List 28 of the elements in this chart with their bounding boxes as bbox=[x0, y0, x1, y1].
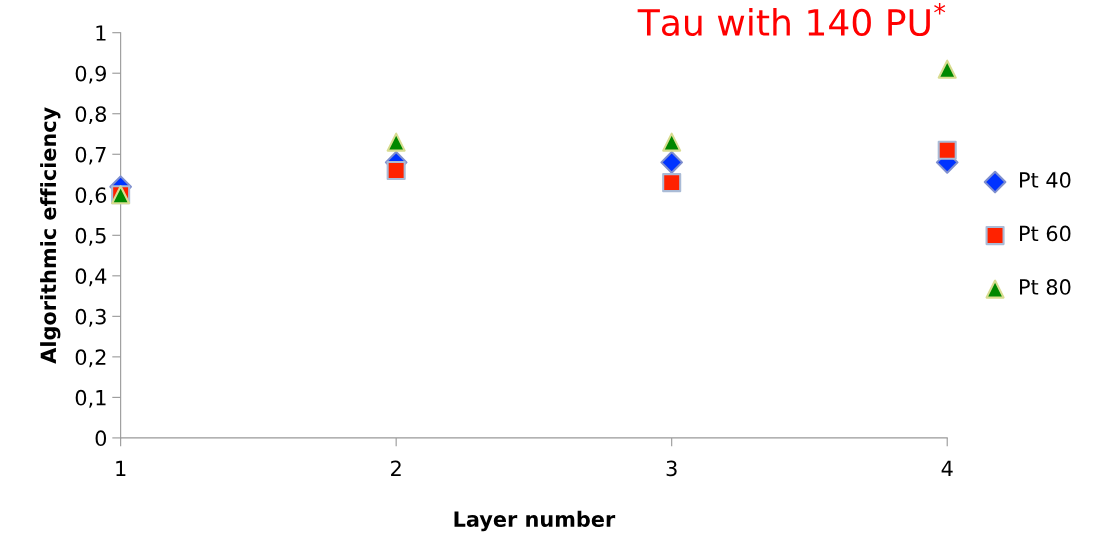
y-tick-label: 0,9 bbox=[75, 65, 106, 84]
legend-label: Pt 40 bbox=[1020, 172, 1071, 188]
y-tick-label: 0,8 bbox=[75, 106, 107, 125]
point bbox=[937, 140, 957, 160]
y-tick-label: 1 bbox=[96, 25, 106, 41]
legend-label: Pt 60 bbox=[1020, 225, 1071, 242]
y-axis-title: Algorithmic efficiency bbox=[40, 107, 61, 364]
x-axis-title: Layer number bbox=[454, 510, 616, 532]
point bbox=[662, 132, 682, 152]
x-tick-label: 1 bbox=[116, 460, 126, 476]
x-tick-label: 4 bbox=[941, 460, 953, 476]
y-tick-label: 0,7 bbox=[75, 146, 106, 165]
point bbox=[386, 160, 406, 181]
point bbox=[662, 173, 682, 193]
y-tick-label: 0,5 bbox=[75, 227, 106, 246]
x-tick-label: 2 bbox=[391, 460, 401, 476]
legend-label: Pt 80 bbox=[1020, 279, 1071, 295]
point bbox=[386, 132, 406, 152]
chart-title: Tau with 140 PU$^{*}$ bbox=[637, 2, 946, 37]
point bbox=[660, 151, 684, 174]
y-tick-label: 0,3 bbox=[75, 308, 106, 327]
x-tick-label: 3 bbox=[666, 460, 677, 477]
y-tick-label: 0 bbox=[95, 430, 107, 447]
y-tick-label: 0,4 bbox=[75, 268, 107, 287]
y-tick-label: 0,2 bbox=[75, 349, 106, 368]
y-tick-label: 0,1 bbox=[75, 389, 106, 408]
point bbox=[937, 59, 957, 79]
y-tick-label: 0,6 bbox=[75, 187, 107, 206]
